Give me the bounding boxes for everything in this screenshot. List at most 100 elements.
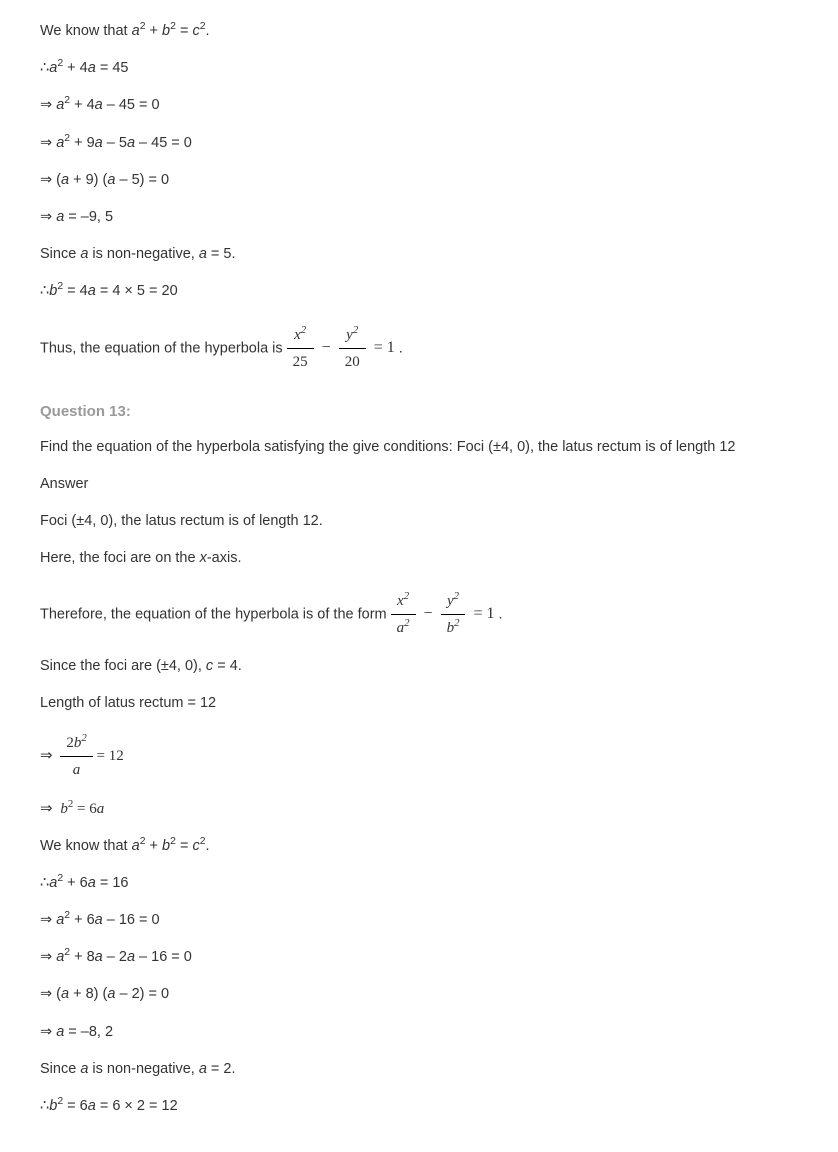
var: a — [88, 60, 96, 76]
text: = 4. — [213, 658, 242, 674]
text: – 16 = 0 — [103, 912, 160, 928]
var: a — [95, 912, 103, 928]
exp: 2 — [404, 617, 409, 629]
text: = — [176, 23, 193, 39]
var: x — [294, 327, 301, 343]
math-line: Since a is non-negative, a = 5. — [40, 243, 798, 266]
text: = 4 × 5 = 20 — [96, 283, 178, 299]
frac-den: b2 — [441, 615, 466, 641]
frac-den: 25 — [287, 349, 314, 375]
text: + 8) ( — [69, 986, 107, 1002]
fraction: x2 a2 — [391, 588, 416, 641]
text: – 16 = 0 — [135, 949, 192, 965]
text: = 6 × 2 = 12 — [96, 1098, 178, 1114]
math-line: ⇒ a2 + 9a – 5a – 45 = 0 — [40, 132, 798, 155]
text: + 8 — [70, 949, 95, 965]
text: + 6 — [70, 912, 95, 928]
text: + 4 — [70, 97, 95, 113]
text: ∴ — [40, 1098, 49, 1114]
question-text: Find the equation of the hyperbola satis… — [40, 436, 798, 459]
text: + 6 — [63, 875, 88, 891]
var: x — [397, 593, 404, 609]
text: – 2) = 0 — [115, 986, 169, 1002]
text: is non-negative, — [88, 246, 198, 262]
text: Since — [40, 246, 80, 262]
text: – 2 — [103, 949, 127, 965]
math-line: ⇒ a2 + 8a – 2a – 16 = 0 — [40, 946, 798, 969]
var: y — [447, 593, 454, 609]
math-line: ∴b2 = 4a = 4 × 5 = 20 — [40, 280, 798, 303]
math-line: ⇒ a2 + 6a – 16 = 0 — [40, 909, 798, 932]
var: a — [127, 949, 135, 965]
text: = 16 — [96, 875, 129, 891]
math-line: ⇒ (a + 8) (a – 2) = 0 — [40, 983, 798, 1006]
question-heading: Question 13: — [40, 403, 798, 420]
equals: = 1 — [374, 339, 395, 356]
text: is non-negative, — [88, 1061, 198, 1077]
var: c — [192, 838, 199, 854]
text: -axis. — [207, 550, 242, 566]
text: = 4 — [63, 283, 88, 299]
var: a — [88, 283, 96, 299]
var: a — [88, 875, 96, 891]
text: We know that — [40, 838, 132, 854]
var: x — [200, 550, 207, 566]
equals: = 12 — [96, 748, 123, 764]
equation: x2 a2 − y2 b2 = 1 — [391, 605, 499, 622]
exp: 2 — [454, 617, 459, 629]
exp: 2 — [454, 590, 459, 602]
var: a — [132, 23, 140, 39]
var: y — [346, 327, 353, 343]
equation: x2 25 − y2 20 = 1 — [287, 339, 399, 356]
text: ⇒ ( — [40, 986, 61, 1002]
math-line: ⇒ a2 + 4a – 45 = 0 — [40, 94, 798, 117]
text: + — [146, 23, 163, 39]
text-line: Foci (±4, 0), the latus rectum is of len… — [40, 510, 798, 533]
var: a — [97, 801, 105, 817]
text-line: Length of latus rectum = 12 — [40, 692, 798, 715]
text-line: Here, the foci are on the x-axis. — [40, 547, 798, 570]
var: a — [199, 246, 207, 262]
answer-label: Answer — [40, 473, 798, 496]
text: Since — [40, 1061, 80, 1077]
exp: 2 — [81, 732, 86, 744]
text: = –8, 2 — [64, 1024, 113, 1040]
text: + — [146, 838, 163, 854]
frac-num: x2 — [391, 588, 416, 615]
var: a — [127, 135, 135, 151]
text: = 5. — [207, 246, 236, 262]
var: b — [162, 838, 170, 854]
math-line: ∴a2 + 6a = 16 — [40, 872, 798, 895]
frac-num: y2 — [339, 322, 366, 349]
math-line: ⇒ 22bb2 a = 12 — [40, 730, 798, 783]
var: a — [61, 986, 69, 1002]
equals: = 1 — [473, 605, 494, 622]
text: ⇒ — [40, 209, 56, 225]
var: a — [88, 1098, 96, 1114]
text: ∴ — [40, 60, 49, 76]
text: ⇒ — [40, 912, 56, 928]
var: b — [60, 801, 68, 817]
text: = — [176, 838, 193, 854]
implies: ⇒ — [40, 801, 56, 817]
text: We know that — [40, 23, 132, 39]
text: = 6 — [63, 1098, 88, 1114]
text: + 4 — [63, 60, 88, 76]
text: ∴ — [40, 283, 49, 299]
minus: − — [322, 339, 331, 356]
var: a — [132, 838, 140, 854]
text: – 5) = 0 — [115, 172, 169, 188]
text: = 2. — [207, 1061, 236, 1077]
result-line: Therefore, the equation of the hyperbola… — [40, 588, 798, 641]
var: c — [192, 23, 199, 39]
exp: 2 — [353, 324, 358, 336]
var: a — [56, 1024, 64, 1040]
minus: − — [424, 605, 433, 622]
exp: 2 — [404, 590, 409, 602]
period: . — [499, 607, 503, 623]
var: a — [80, 1061, 88, 1077]
math-line: ∴b2 = 6a = 6 × 2 = 12 — [40, 1095, 798, 1118]
math-line: ∴a2 + 4a = 45 — [40, 57, 798, 80]
frac-num: x2 — [287, 322, 314, 349]
text: = 45 — [96, 60, 129, 76]
